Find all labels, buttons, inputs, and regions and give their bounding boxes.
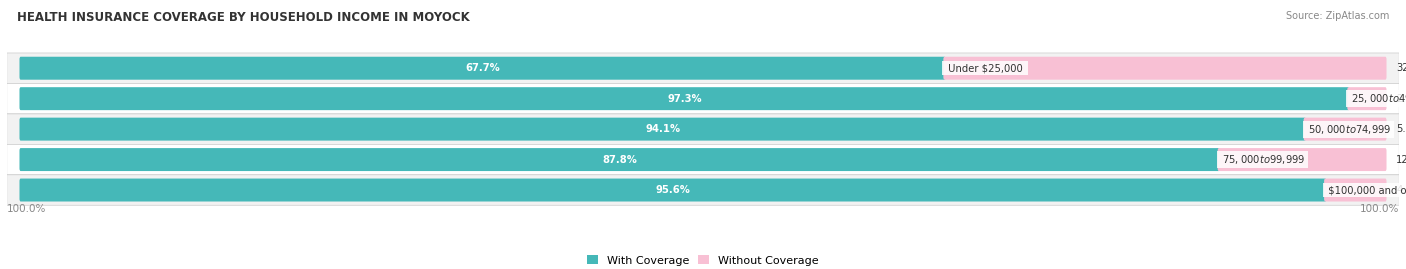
- Text: $25,000 to $49,999: $25,000 to $49,999: [1348, 92, 1406, 105]
- FancyBboxPatch shape: [20, 179, 1326, 201]
- Text: 4.4%: 4.4%: [1396, 185, 1406, 195]
- FancyBboxPatch shape: [7, 144, 1399, 175]
- FancyBboxPatch shape: [1347, 87, 1386, 110]
- Text: HEALTH INSURANCE COVERAGE BY HOUSEHOLD INCOME IN MOYOCK: HEALTH INSURANCE COVERAGE BY HOUSEHOLD I…: [17, 11, 470, 24]
- Text: $100,000 and over: $100,000 and over: [1326, 185, 1406, 195]
- FancyBboxPatch shape: [943, 57, 1386, 80]
- Text: 97.3%: 97.3%: [668, 94, 702, 104]
- FancyBboxPatch shape: [1303, 118, 1386, 141]
- FancyBboxPatch shape: [20, 118, 1306, 141]
- FancyBboxPatch shape: [20, 148, 1220, 171]
- Text: 12.2%: 12.2%: [1396, 155, 1406, 165]
- Text: 100.0%: 100.0%: [1360, 204, 1399, 214]
- Text: 94.1%: 94.1%: [645, 124, 681, 134]
- Text: 95.6%: 95.6%: [655, 185, 690, 195]
- Text: 100.0%: 100.0%: [7, 204, 46, 214]
- Legend: With Coverage, Without Coverage: With Coverage, Without Coverage: [588, 255, 818, 266]
- Text: $75,000 to $99,999: $75,000 to $99,999: [1219, 153, 1306, 166]
- Text: 32.3%: 32.3%: [1396, 63, 1406, 73]
- FancyBboxPatch shape: [7, 114, 1399, 144]
- Text: 5.9%: 5.9%: [1396, 124, 1406, 134]
- FancyBboxPatch shape: [1218, 148, 1386, 171]
- FancyBboxPatch shape: [7, 83, 1399, 114]
- FancyBboxPatch shape: [7, 175, 1399, 205]
- Text: 67.7%: 67.7%: [465, 63, 501, 73]
- FancyBboxPatch shape: [20, 57, 946, 80]
- Text: 2.7%: 2.7%: [1396, 94, 1406, 104]
- Text: 87.8%: 87.8%: [602, 155, 637, 165]
- FancyBboxPatch shape: [1324, 179, 1386, 201]
- FancyBboxPatch shape: [20, 87, 1350, 110]
- FancyBboxPatch shape: [7, 53, 1399, 83]
- Text: $50,000 to $74,999: $50,000 to $74,999: [1305, 123, 1392, 136]
- Text: Under $25,000: Under $25,000: [945, 63, 1025, 73]
- Text: Source: ZipAtlas.com: Source: ZipAtlas.com: [1285, 11, 1389, 21]
